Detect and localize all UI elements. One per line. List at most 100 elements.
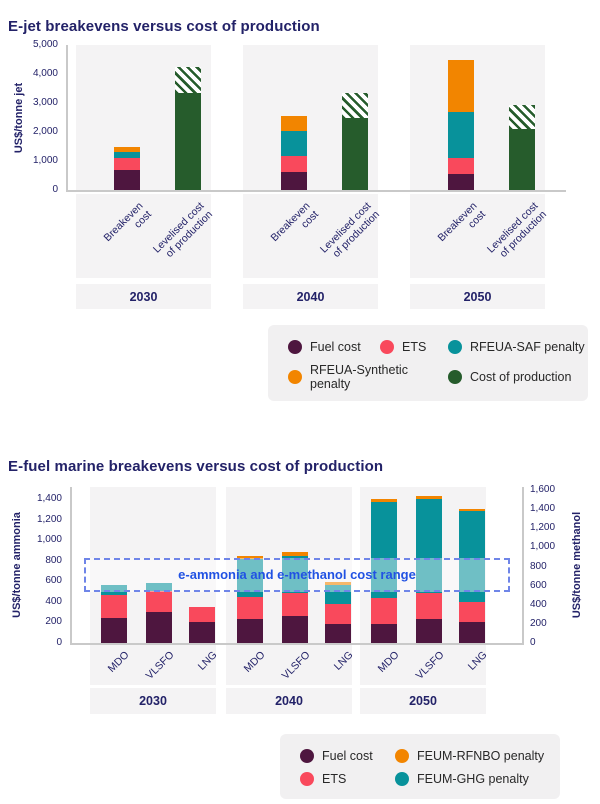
bar-segment-rfeua-saf-penalty bbox=[448, 111, 474, 158]
left-y-axis-tick-label: 1,200 bbox=[36, 513, 62, 525]
jet-x-axis-line bbox=[66, 190, 566, 192]
bar-segment-feum-rfnbo-penalty bbox=[371, 499, 397, 503]
right-y-axis-tick-label: 800 bbox=[530, 560, 547, 572]
year-label-box: 2030 bbox=[90, 688, 216, 714]
right-y-axis-tick-label: 400 bbox=[530, 598, 547, 610]
legend-swatch bbox=[300, 772, 314, 786]
production-bar-hatched bbox=[342, 93, 368, 118]
bar-segment-feum-ghg-penalty bbox=[459, 511, 485, 602]
jet-chart-title: E-jet breakevens versus cost of producti… bbox=[8, 18, 320, 36]
legend-item: RFEUA-SAF penalty bbox=[448, 340, 585, 354]
bar-segment-rfeua-synthetic-penalty bbox=[114, 146, 140, 152]
bar-segment-feum-ghg-penalty bbox=[416, 499, 442, 593]
bar-segment-fuel-cost bbox=[114, 169, 140, 190]
right-y-axis-tick-label: 1,000 bbox=[530, 541, 556, 553]
legend-swatch bbox=[288, 370, 302, 384]
x-label-panel bbox=[90, 645, 216, 685]
bar-segment-ets bbox=[146, 591, 172, 613]
left-y-axis-tick-label: 200 bbox=[45, 616, 62, 628]
legend-item: ETS bbox=[380, 340, 448, 354]
year-label-box: 2040 bbox=[243, 284, 378, 309]
legend-row: Fuel cost FEUM-RFNBO penalty bbox=[300, 749, 560, 763]
legend-swatch bbox=[380, 340, 394, 354]
production-bar-solid bbox=[509, 129, 535, 190]
legend-item: FEUM-GHG penalty bbox=[395, 772, 529, 786]
x-label-panel bbox=[410, 194, 545, 278]
bar-segment-ets bbox=[237, 596, 263, 620]
bar-segment-feum-rfnbo-penalty bbox=[325, 582, 351, 586]
marine-right-y-axis-line bbox=[522, 487, 524, 645]
bar-segment-fuel-cost bbox=[101, 618, 127, 643]
legend-swatch bbox=[448, 370, 462, 384]
bar-segment-ets bbox=[448, 157, 474, 175]
bar-segment-fuel-cost bbox=[371, 624, 397, 643]
legend-swatch bbox=[395, 749, 409, 763]
legend-row: ETS FEUM-GHG penalty bbox=[300, 772, 560, 786]
bar-segment-ets bbox=[416, 592, 442, 620]
production-bar-solid bbox=[175, 92, 201, 190]
legend-item-label: FEUM-GHG penalty bbox=[417, 772, 529, 786]
bar-segment-feum-rfnbo-penalty bbox=[237, 555, 263, 559]
bar-segment-fuel-cost bbox=[416, 619, 442, 643]
bar-segment-feum-rfnbo-penalty bbox=[459, 509, 485, 512]
legend-item-label: ETS bbox=[322, 772, 347, 786]
cost-range-box: e-ammonia and e-methanol cost range bbox=[84, 557, 510, 592]
marine-chart: E-fuel marine breakevens versus cost of … bbox=[0, 440, 600, 804]
bar-segment-ets bbox=[459, 601, 485, 623]
cost-range-annotation: e-ammonia and e-methanol cost range bbox=[178, 567, 416, 583]
y-axis-tick-label: 0 bbox=[52, 184, 58, 195]
bar-segment-fuel-cost bbox=[189, 622, 215, 643]
legend-swatch bbox=[395, 772, 409, 786]
legend-item-label: Cost of production bbox=[470, 370, 572, 384]
year-label-box: 2050 bbox=[410, 284, 545, 309]
year-label-box: 2050 bbox=[360, 688, 486, 714]
bar-segment-fuel-cost bbox=[281, 171, 307, 190]
jet-y-axis-line bbox=[66, 45, 68, 192]
year-label-box: 2030 bbox=[76, 284, 211, 309]
left-y-axis-tick-label: 600 bbox=[45, 575, 62, 587]
legend-item: Fuel cost bbox=[288, 340, 380, 354]
legend-swatch bbox=[448, 340, 462, 354]
legend-swatch bbox=[300, 749, 314, 763]
legend-swatch bbox=[288, 340, 302, 354]
left-y-axis-tick-label: 1,400 bbox=[36, 493, 62, 504]
legend-row: Fuel cost ETS RFEUA-SAF penalty bbox=[288, 340, 588, 354]
bar-segment-rfeua-saf-penalty bbox=[114, 151, 140, 159]
year-label-box: 2040 bbox=[226, 688, 352, 714]
bar-segment-ets bbox=[101, 594, 127, 619]
bar-segment-feum-rfnbo-penalty bbox=[416, 495, 442, 499]
x-label-panel bbox=[226, 645, 352, 685]
marine-legend: Fuel cost FEUM-RFNBO penalty ETS FEUM-GHG p… bbox=[280, 734, 560, 799]
right-y-axis-tick-label: 0 bbox=[530, 637, 536, 648]
legend-item: ETS bbox=[300, 772, 395, 786]
legend-item-label: ETS bbox=[402, 340, 427, 354]
marine-plot-area: 0 200 400 600 800 1,000 1,200 1,400 0 200 400 600 80… bbox=[0, 440, 600, 804]
bar-segment-ets bbox=[371, 597, 397, 625]
legend-item: RFEUA-Synthetic penalty bbox=[288, 363, 448, 391]
legend-item-label: RFEUA-Synthetic penalty bbox=[310, 363, 408, 391]
bar-segment-fuel-cost bbox=[459, 622, 485, 643]
production-bar-solid bbox=[342, 117, 368, 190]
y-axis-tick-label: 4,000 bbox=[32, 68, 58, 79]
bar-segment-rfeua-synthetic-penalty bbox=[281, 116, 307, 132]
left-y-axis-tick-label: 400 bbox=[45, 595, 62, 607]
y-axis-tick-label: 1,000 bbox=[32, 155, 58, 166]
legend-item: Cost of production bbox=[448, 370, 571, 384]
bar-segment-ets bbox=[325, 603, 351, 625]
right-y-axis-tick-label: 600 bbox=[530, 579, 547, 591]
bar-segment-ets bbox=[281, 155, 307, 172]
bar-segment-ets bbox=[282, 592, 308, 616]
bar-segment-ets bbox=[114, 158, 140, 170]
marine-chart-title: E-fuel marine breakevens versus cost of … bbox=[8, 458, 384, 476]
legend-item-label: RFEUA-SAF penalty bbox=[470, 340, 585, 354]
x-label-panel bbox=[243, 194, 378, 278]
right-y-axis-tick-label: 1,600 bbox=[530, 484, 556, 495]
legend-item-label: Fuel cost bbox=[310, 340, 361, 354]
bar-segment-fuel-cost bbox=[448, 174, 474, 190]
y-axis-tick-label: 5,000 bbox=[32, 39, 58, 50]
bar-segment-rfeua-synthetic-penalty bbox=[448, 59, 474, 112]
bar-segment-ets bbox=[189, 607, 215, 623]
production-bar-hatched bbox=[175, 67, 201, 93]
bar-segment-feum-ghg-penalty bbox=[146, 582, 172, 592]
